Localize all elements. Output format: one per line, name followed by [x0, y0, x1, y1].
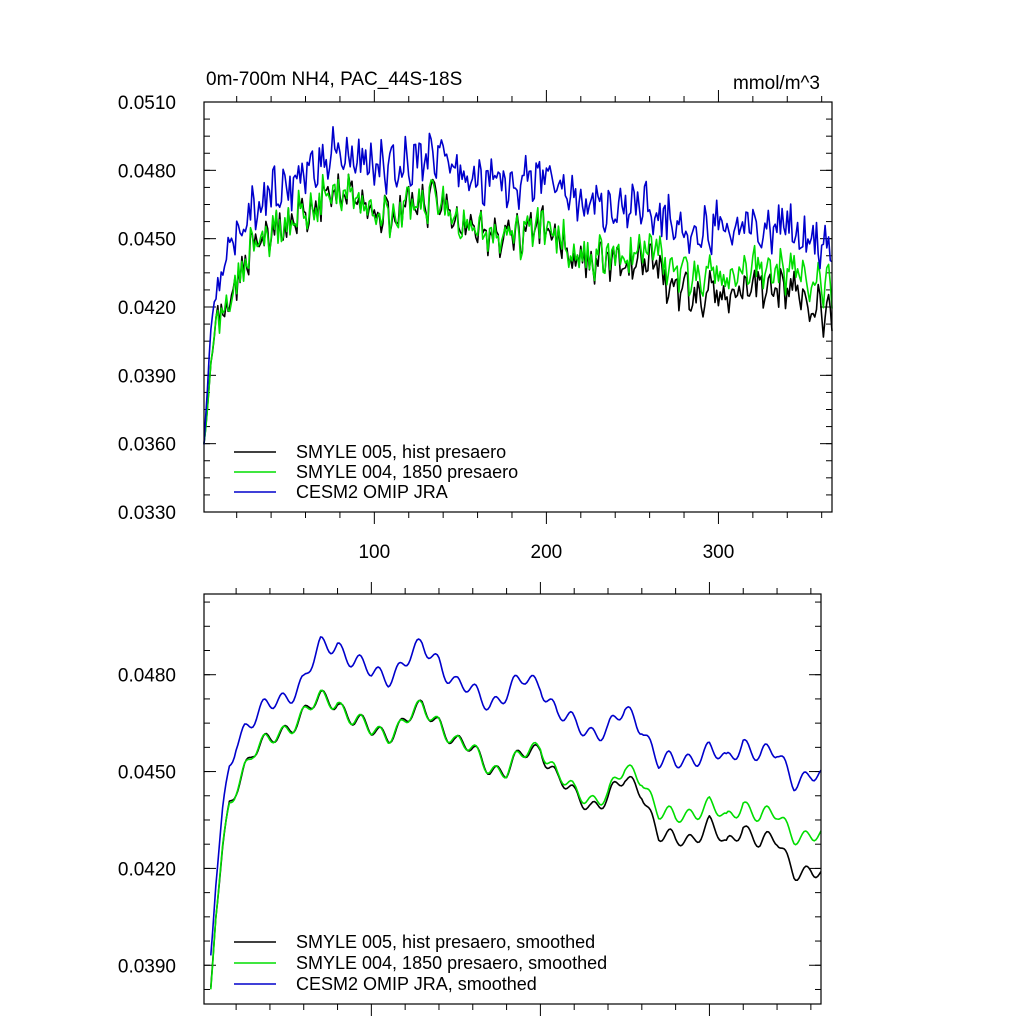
plot-frame — [203, 593, 822, 1005]
y-tick-label: 0.0330 — [118, 503, 176, 524]
units-label: mmol/m^3 — [733, 73, 820, 94]
y-tick-label: 0.0390 — [118, 366, 176, 387]
legend-label: SMYLE 004, 1850 presaero — [296, 462, 518, 482]
legend-label: CESM2 OMIP JRA, smoothed — [296, 974, 537, 994]
chart-title: 0m-700m NH4, PAC_44S-18S — [206, 69, 462, 90]
y-tick-label: 0.0480 — [118, 161, 176, 182]
series-line — [210, 689, 822, 990]
legend-label: SMYLE 005, hist presaero — [296, 442, 506, 462]
y-tick-label: 0.0390 — [118, 956, 176, 977]
series-line — [203, 173, 833, 444]
series-line — [203, 126, 833, 445]
y-tick-label: 0.0450 — [118, 230, 176, 251]
y-tick-label: 0.0450 — [118, 763, 176, 784]
series-line — [210, 636, 822, 956]
top-panel: 0m-700m NH4, PAC_44S-18S mmol/m^3 0.0330… — [118, 69, 833, 563]
y-tick-label: 0.0510 — [118, 93, 176, 114]
legend-label: SMYLE 004, 1850 presaero, smoothed — [296, 953, 607, 973]
legend: SMYLE 005, hist presaero, smoothedSMYLE … — [234, 932, 607, 994]
x-tick-label: 300 — [703, 542, 735, 563]
y-tick-label: 0.0420 — [118, 859, 176, 880]
plot-frame — [203, 101, 833, 513]
legend-label: CESM2 OMIP JRA — [296, 482, 448, 502]
bottom-panel: 0.0390 0.0420 0.0450 0.0480 SMYLE 005, hist… — [118, 582, 822, 1016]
legend-label: SMYLE 005, hist presaero, smoothed — [296, 932, 595, 952]
x-tick-label: 100 — [358, 542, 390, 563]
y-tick-label: 0.0420 — [118, 298, 176, 319]
y-tick-label: 0.0360 — [118, 435, 176, 456]
x-tick-label: 200 — [531, 542, 563, 563]
y-tick-label: 0.0480 — [118, 666, 176, 687]
